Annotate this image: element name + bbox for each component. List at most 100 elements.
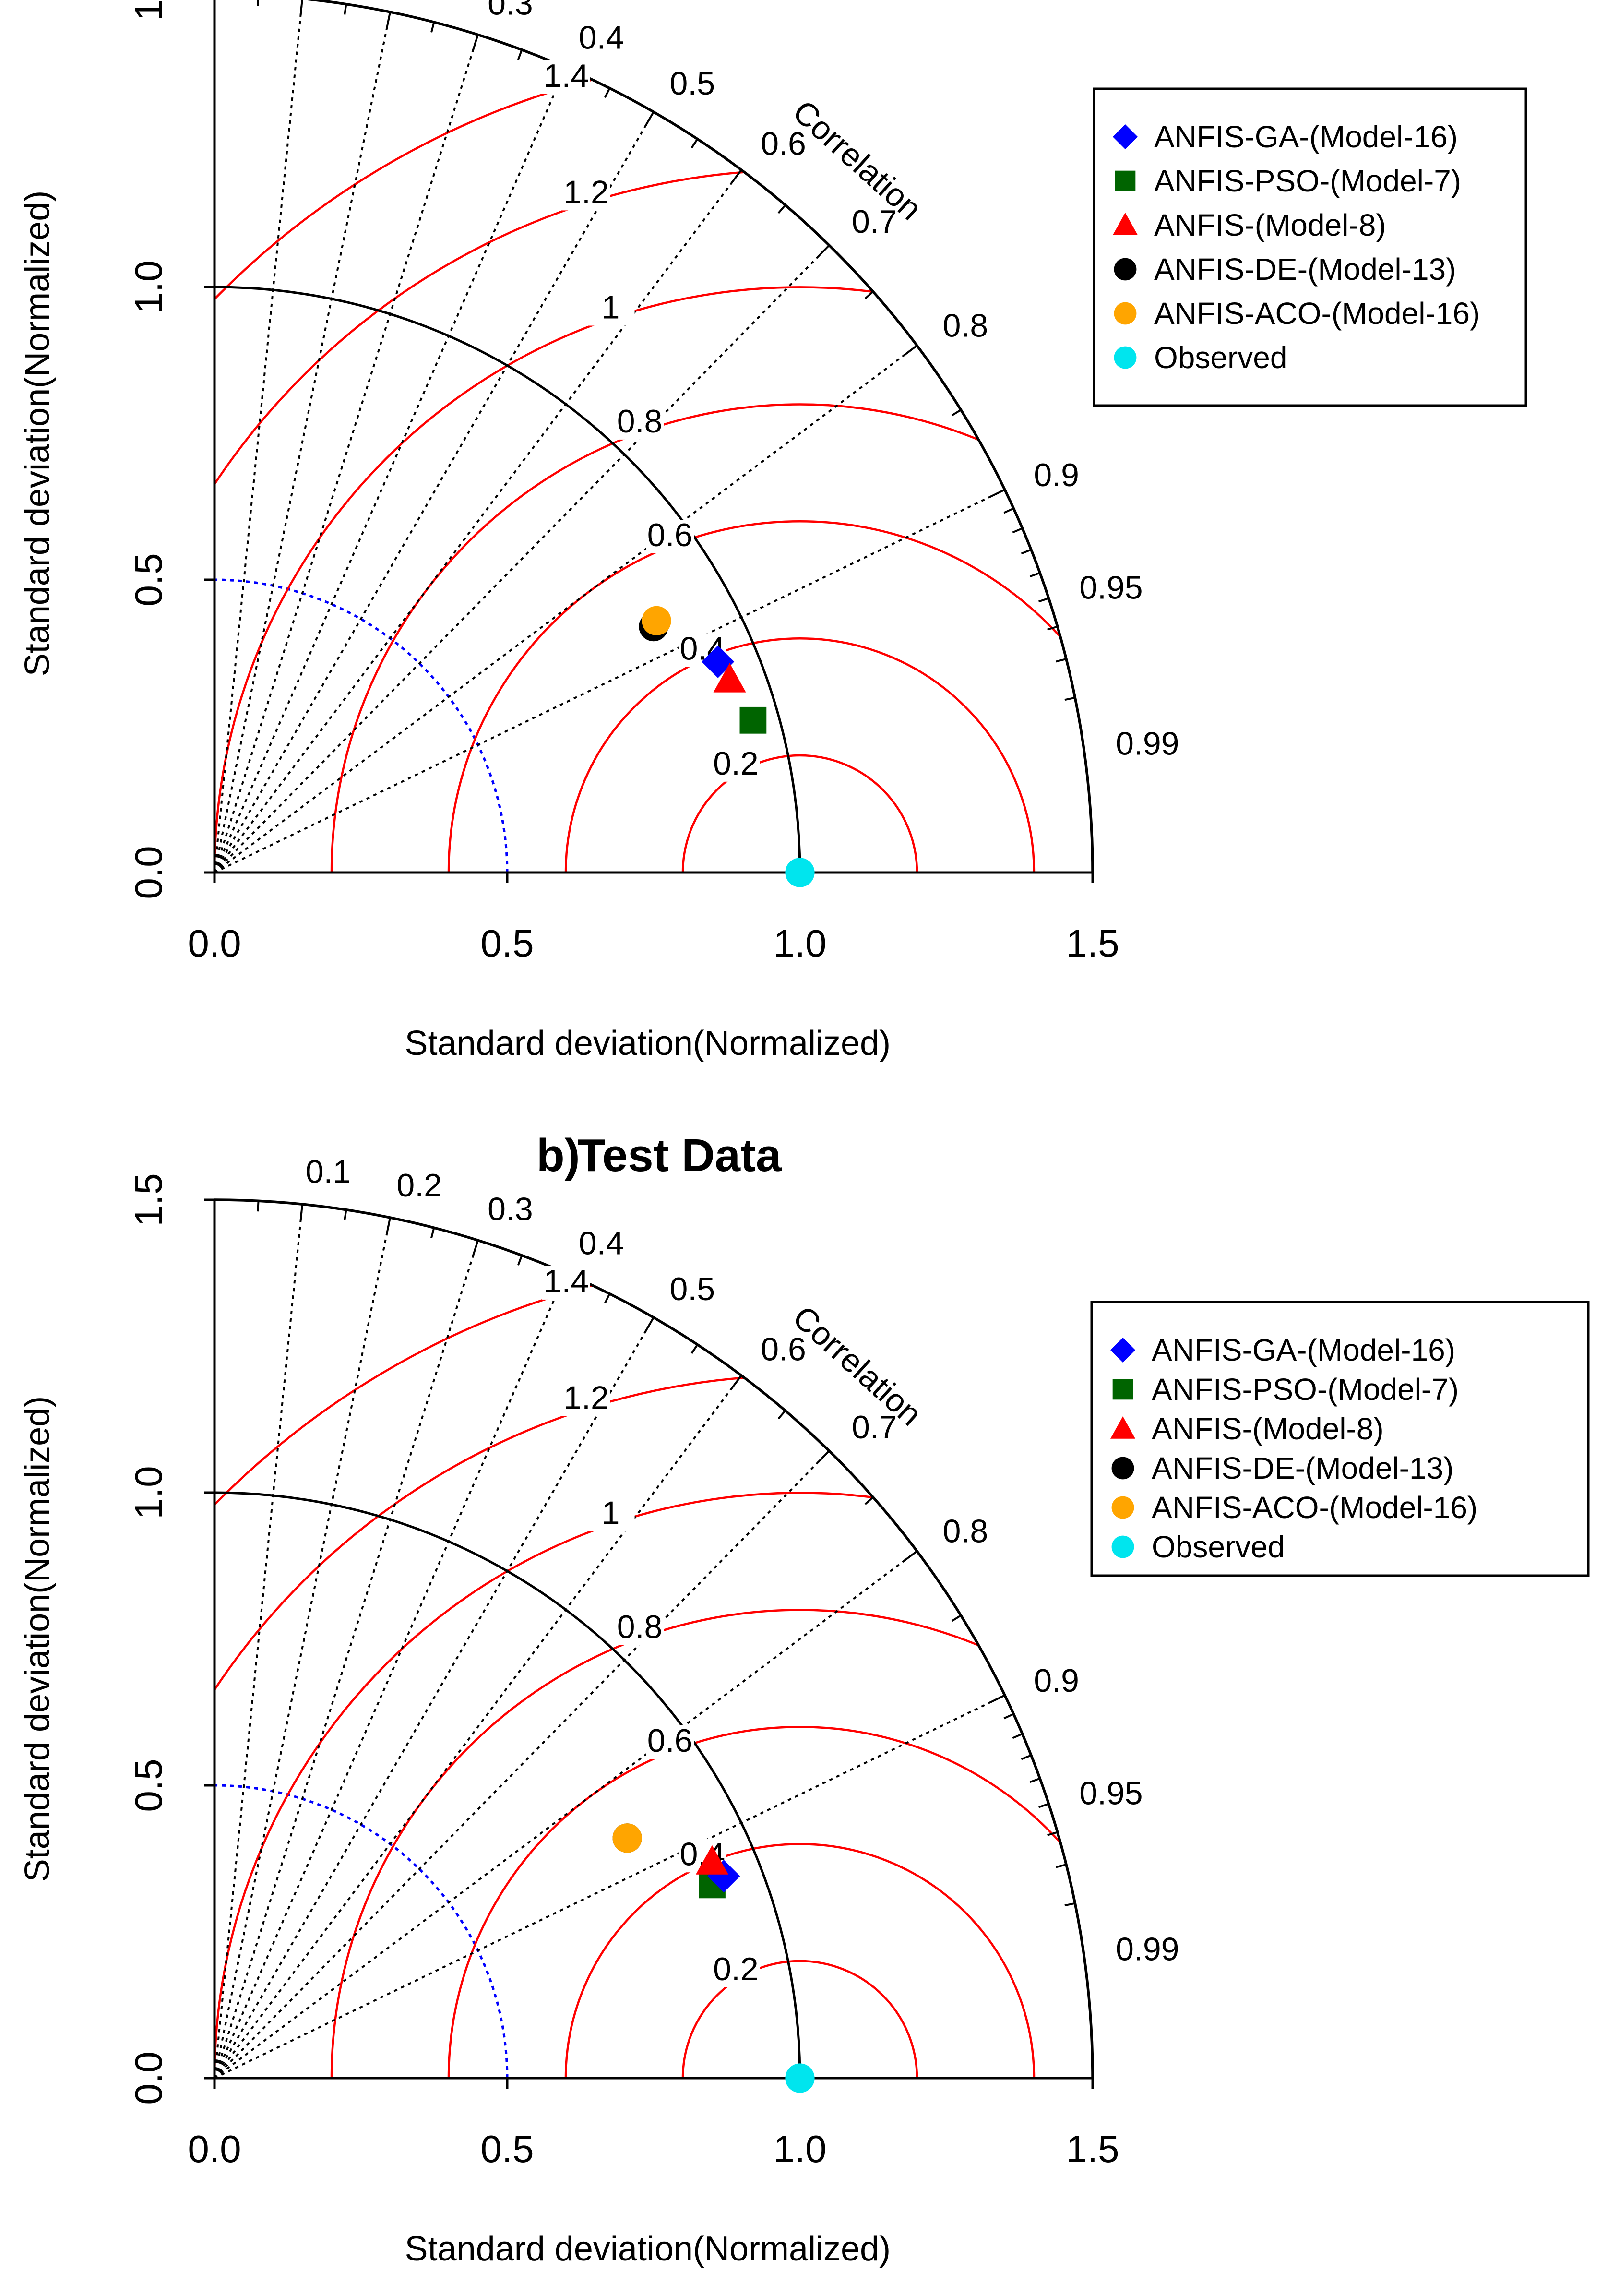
correlation-ray: [214, 67, 567, 873]
y-tick-label: 1.5: [127, 1173, 170, 1226]
correlation-tick: [472, 1240, 479, 1256]
rms-label-bg: [646, 1725, 694, 1759]
legend-marker: [1112, 1379, 1133, 1400]
correlation-tick: [1029, 572, 1040, 578]
rms-label-bg: [712, 748, 760, 782]
legend-marker: [1113, 124, 1138, 149]
correlation-tick: [644, 111, 655, 127]
sd-0.5-arc: [214, 578, 509, 873]
correlation-ray: [214, 0, 303, 873]
rms-arc: [681, 1960, 918, 2078]
legend-entry: ANFIS-PSO-(Model-7): [1154, 164, 1461, 198]
legend-entry: ANFIS-(Model-8): [1154, 208, 1386, 242]
point-anfis-aco-model-16: [612, 1823, 642, 1853]
panel-title: Test Data: [577, 1130, 782, 1181]
rms-arc: [564, 1842, 1036, 2078]
rms-label-bg: [616, 406, 664, 440]
correlation-tick: [604, 1293, 611, 1304]
rms-label: 0.8: [617, 1609, 663, 1645]
point-anfis-model-8: [713, 663, 746, 693]
legend-marker: [1115, 170, 1136, 191]
y-tick-label: 0.0: [127, 846, 170, 899]
rms-label-bg: [542, 60, 590, 94]
sd-1.0-arc: [214, 286, 801, 873]
rms-label: 1.2: [563, 174, 609, 210]
correlation-tick: [1003, 1713, 1014, 1720]
correlation-tick: [386, 12, 391, 28]
panel-label: b): [536, 1130, 580, 1181]
correlation-ray: [214, 345, 918, 873]
y-tick-label: 1.0: [127, 1466, 170, 1519]
taylor-panel-train: 0.0 0.0 0.5 0.5 1.0 1.0 1.5 1.5 Standard deviati…: [18, 0, 1527, 1063]
rms-label-bg: [646, 520, 694, 554]
correlation-tick: [777, 204, 786, 214]
correlation-label: 0.8: [943, 308, 988, 344]
correlation-tick: [864, 291, 874, 299]
correlation-tick: [644, 1317, 655, 1332]
legend: ANFIS-GA-(Model-16) ANFIS-PSO-(Model-7) AN…: [1093, 87, 1527, 407]
correlation-tick: [386, 1217, 391, 1234]
x-tick-label: 1.0: [773, 2128, 826, 2170]
rms-label: 1.4: [544, 58, 589, 94]
y-axis-label: Standard deviation(Normalized): [18, 191, 57, 677]
correlation-tick: [344, 1209, 347, 1220]
y-tick-label: 1.5: [127, 0, 170, 21]
correlation-ray: [214, 1694, 1005, 2079]
correlation-ray: [214, 1272, 567, 2079]
legend-marker: [1111, 1496, 1134, 1519]
rms-label: 0.2: [713, 1951, 759, 1987]
correlation-label: 0.99: [1116, 1931, 1179, 1967]
rms-arc: [330, 1608, 1093, 2078]
legend: ANFIS-GA-(Model-16) ANFIS-PSO-(Model-7) AN…: [1090, 1301, 1590, 1577]
rms-label: 0.2: [713, 745, 759, 782]
point-anfis-pso-model-7: [739, 706, 767, 734]
correlation-label: 0.6: [761, 125, 806, 162]
correlation-tick: [430, 1227, 435, 1238]
correlation-tick: [817, 244, 830, 258]
correlation-tick: [1064, 696, 1075, 701]
rms-label: 1: [602, 289, 620, 326]
rms-label: 1: [602, 1495, 620, 1531]
y-tick-label: 0.5: [127, 553, 170, 606]
correlation-label: 0.6: [761, 1331, 806, 1367]
correlation-tick: [690, 1344, 699, 1354]
correlation-ray: [214, 1240, 479, 2079]
correlation-tick: [1047, 1831, 1058, 1836]
correlation-label: 0.5: [670, 1271, 715, 1307]
correlation-tick: [1003, 507, 1014, 514]
correlation-tick: [299, 1204, 303, 1221]
correlation-label: 0.2: [396, 1167, 442, 1204]
legend-marker: [1110, 1338, 1135, 1363]
correlation-tick: [777, 1410, 786, 1420]
correlation-label: 0.4: [579, 1225, 624, 1261]
rms-label-bg: [712, 1953, 760, 1987]
legend-entry: ANFIS-ACO-(Model-16): [1154, 296, 1480, 331]
legend-box: [1090, 1301, 1590, 1577]
x-tick-label: 0.0: [188, 2128, 241, 2170]
correlation-tick: [730, 169, 742, 184]
correlation-label: 0.95: [1079, 1775, 1143, 1812]
correlation-tick: [344, 4, 347, 15]
legend-marker: [1114, 346, 1137, 369]
correlation-tick: [1038, 597, 1049, 603]
legend-entry: Observed: [1152, 1530, 1285, 1564]
correlation-tick: [1012, 527, 1023, 534]
legend-entry: Observed: [1154, 340, 1287, 375]
taylor-panel-test: 0.0 0.0 0.5 0.5 1.0 1.0 1.5 1.5 Standard deviati…: [18, 1130, 1590, 2268]
legend-entry: ANFIS-GA-(Model-16): [1152, 1333, 1455, 1367]
correlation-tick: [299, 0, 303, 15]
correlation-tick: [1038, 1803, 1049, 1808]
legend-entry: ANFIS-DE-(Model-13): [1152, 1451, 1453, 1485]
correlation-label: 0.95: [1079, 570, 1143, 606]
correlation-tick: [517, 49, 523, 60]
correlation-tick: [1056, 658, 1067, 663]
x-axis-label: Standard deviation(Normalized): [405, 1024, 891, 1063]
rms-arc: [330, 403, 1093, 873]
sd-1.0-arc: [214, 1491, 801, 2079]
correlation-tick: [430, 22, 435, 33]
rms-arc: [447, 1725, 1093, 2078]
correlation-tick: [989, 489, 1005, 498]
rms-label-bg: [616, 1611, 664, 1645]
correlation-tick: [1064, 1902, 1075, 1907]
